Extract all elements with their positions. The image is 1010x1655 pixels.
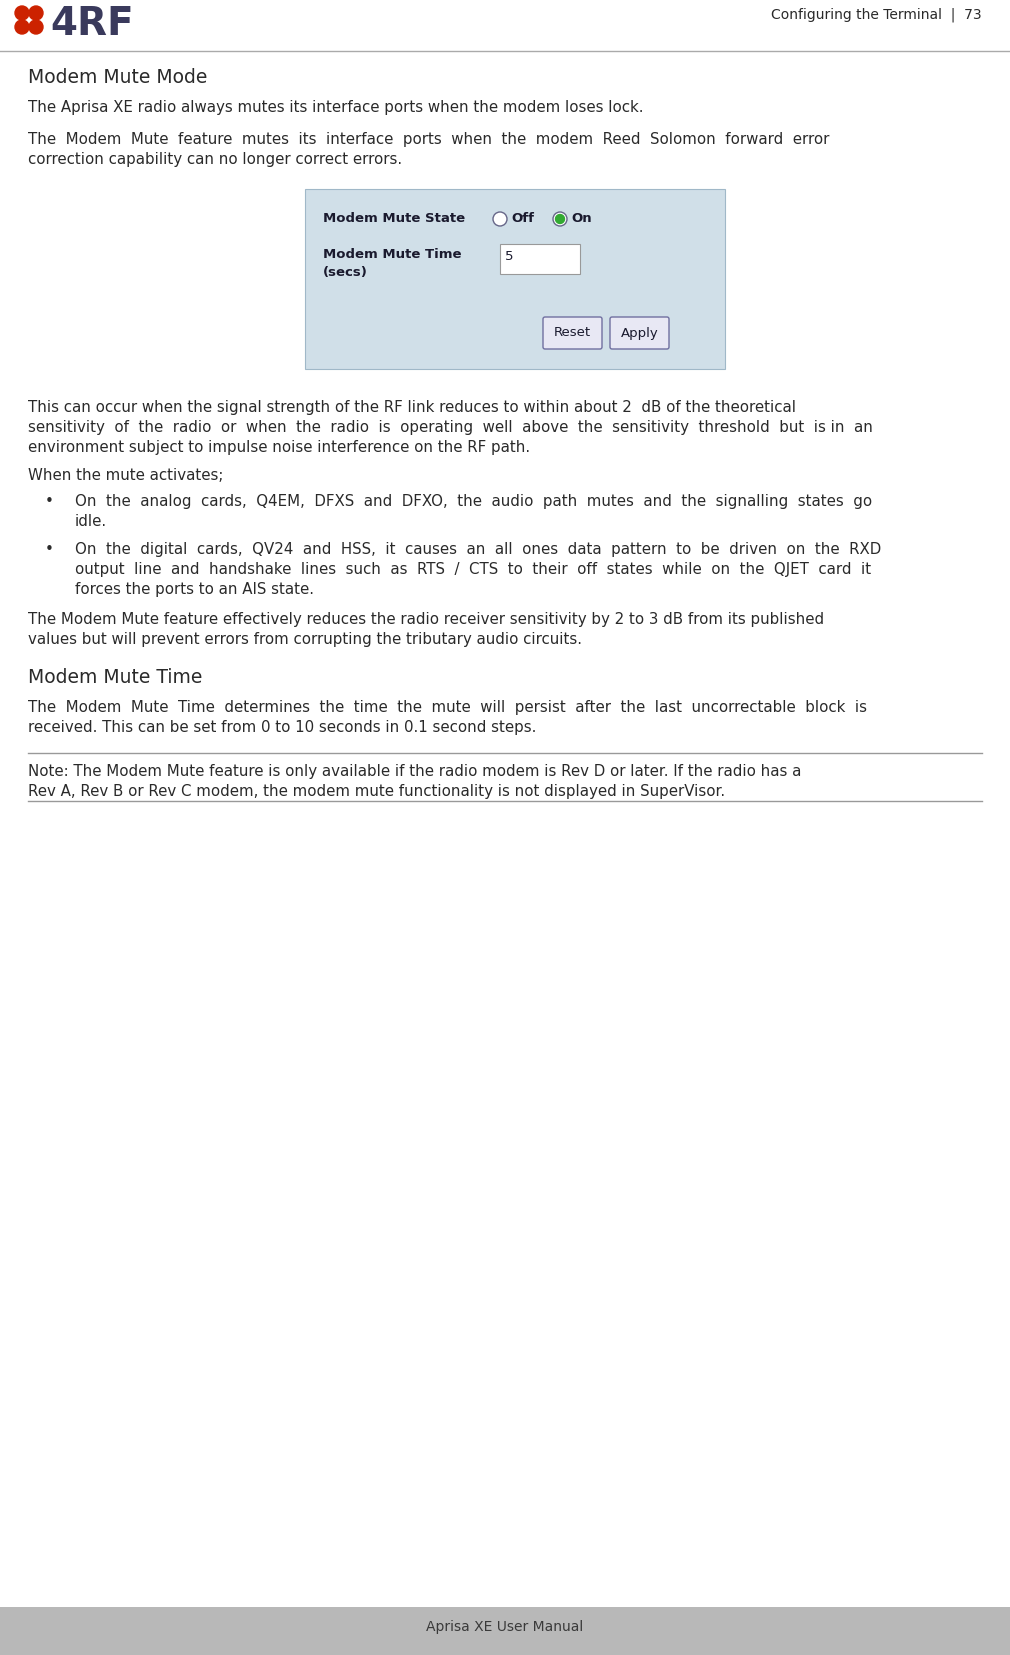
FancyBboxPatch shape [610, 318, 669, 349]
Circle shape [556, 215, 565, 225]
Text: Rev A, Rev B or Rev C modem, the modem mute functionality is not displayed in Su: Rev A, Rev B or Rev C modem, the modem m… [28, 783, 725, 798]
Circle shape [15, 7, 29, 22]
Text: idle.: idle. [75, 513, 107, 528]
FancyBboxPatch shape [0, 1607, 1010, 1655]
Text: forces the ports to an AIS state.: forces the ports to an AIS state. [75, 581, 314, 597]
Text: sensitivity  of  the  radio  or  when  the  radio  is  operating  well  above  t: sensitivity of the radio or when the rad… [28, 420, 873, 435]
Text: Modem Mute Mode: Modem Mute Mode [28, 68, 207, 88]
Text: environment subject to impulse noise interference on the RF path.: environment subject to impulse noise int… [28, 440, 530, 455]
Text: correction capability can no longer correct errors.: correction capability can no longer corr… [28, 152, 402, 167]
Text: Apply: Apply [620, 326, 659, 339]
Text: Modem Mute Time: Modem Mute Time [323, 248, 462, 261]
Text: •: • [45, 493, 54, 508]
FancyBboxPatch shape [543, 318, 602, 349]
Circle shape [493, 213, 507, 227]
FancyBboxPatch shape [500, 245, 580, 275]
Text: Aprisa XE User Manual: Aprisa XE User Manual [426, 1619, 584, 1633]
Text: Note: The Modem Mute feature is only available if the radio modem is Rev D or la: Note: The Modem Mute feature is only ava… [28, 763, 801, 778]
Text: Modem Mute State: Modem Mute State [323, 212, 466, 225]
FancyBboxPatch shape [305, 190, 725, 369]
Text: 4RF: 4RF [50, 5, 133, 43]
Text: On  the  digital  cards,  QV24  and  HSS,  it  causes  an  all  ones  data  patt: On the digital cards, QV24 and HSS, it c… [75, 541, 882, 556]
Text: received. This can be set from 0 to 10 seconds in 0.1 second steps.: received. This can be set from 0 to 10 s… [28, 720, 536, 735]
Circle shape [15, 22, 29, 35]
Text: The Aprisa XE radio always mutes its interface ports when the modem loses lock.: The Aprisa XE radio always mutes its int… [28, 99, 643, 114]
Circle shape [29, 22, 43, 35]
Circle shape [29, 7, 43, 22]
Text: Off: Off [511, 212, 534, 225]
Text: The  Modem  Mute  feature  mutes  its  interface  ports  when  the  modem  Reed : The Modem Mute feature mutes its interfa… [28, 132, 829, 147]
Text: •: • [45, 541, 54, 556]
Text: 5: 5 [505, 250, 513, 263]
Text: This can occur when the signal strength of the RF link reduces to within about 2: This can occur when the signal strength … [28, 401, 796, 415]
Text: Configuring the Terminal  |  73: Configuring the Terminal | 73 [772, 8, 982, 23]
Text: When the mute activates;: When the mute activates; [28, 468, 223, 483]
Text: On: On [571, 212, 592, 225]
Text: The Modem Mute feature effectively reduces the radio receiver sensitivity by 2 t: The Modem Mute feature effectively reduc… [28, 612, 824, 627]
Text: values but will prevent errors from corrupting the tributary audio circuits.: values but will prevent errors from corr… [28, 632, 582, 647]
Text: output  line  and  handshake  lines  such  as  RTS  /  CTS  to  their  off  stat: output line and handshake lines such as … [75, 561, 871, 576]
Text: The  Modem  Mute  Time  determines  the  time  the  mute  will  persist  after  : The Modem Mute Time determines the time … [28, 700, 867, 715]
Text: (secs): (secs) [323, 266, 368, 278]
Text: Reset: Reset [553, 326, 591, 339]
Text: On  the  analog  cards,  Q4EM,  DFXS  and  DFXO,  the  audio  path  mutes  and  : On the analog cards, Q4EM, DFXS and DFXO… [75, 493, 872, 508]
Circle shape [553, 213, 567, 227]
Text: Modem Mute Time: Modem Mute Time [28, 667, 202, 687]
